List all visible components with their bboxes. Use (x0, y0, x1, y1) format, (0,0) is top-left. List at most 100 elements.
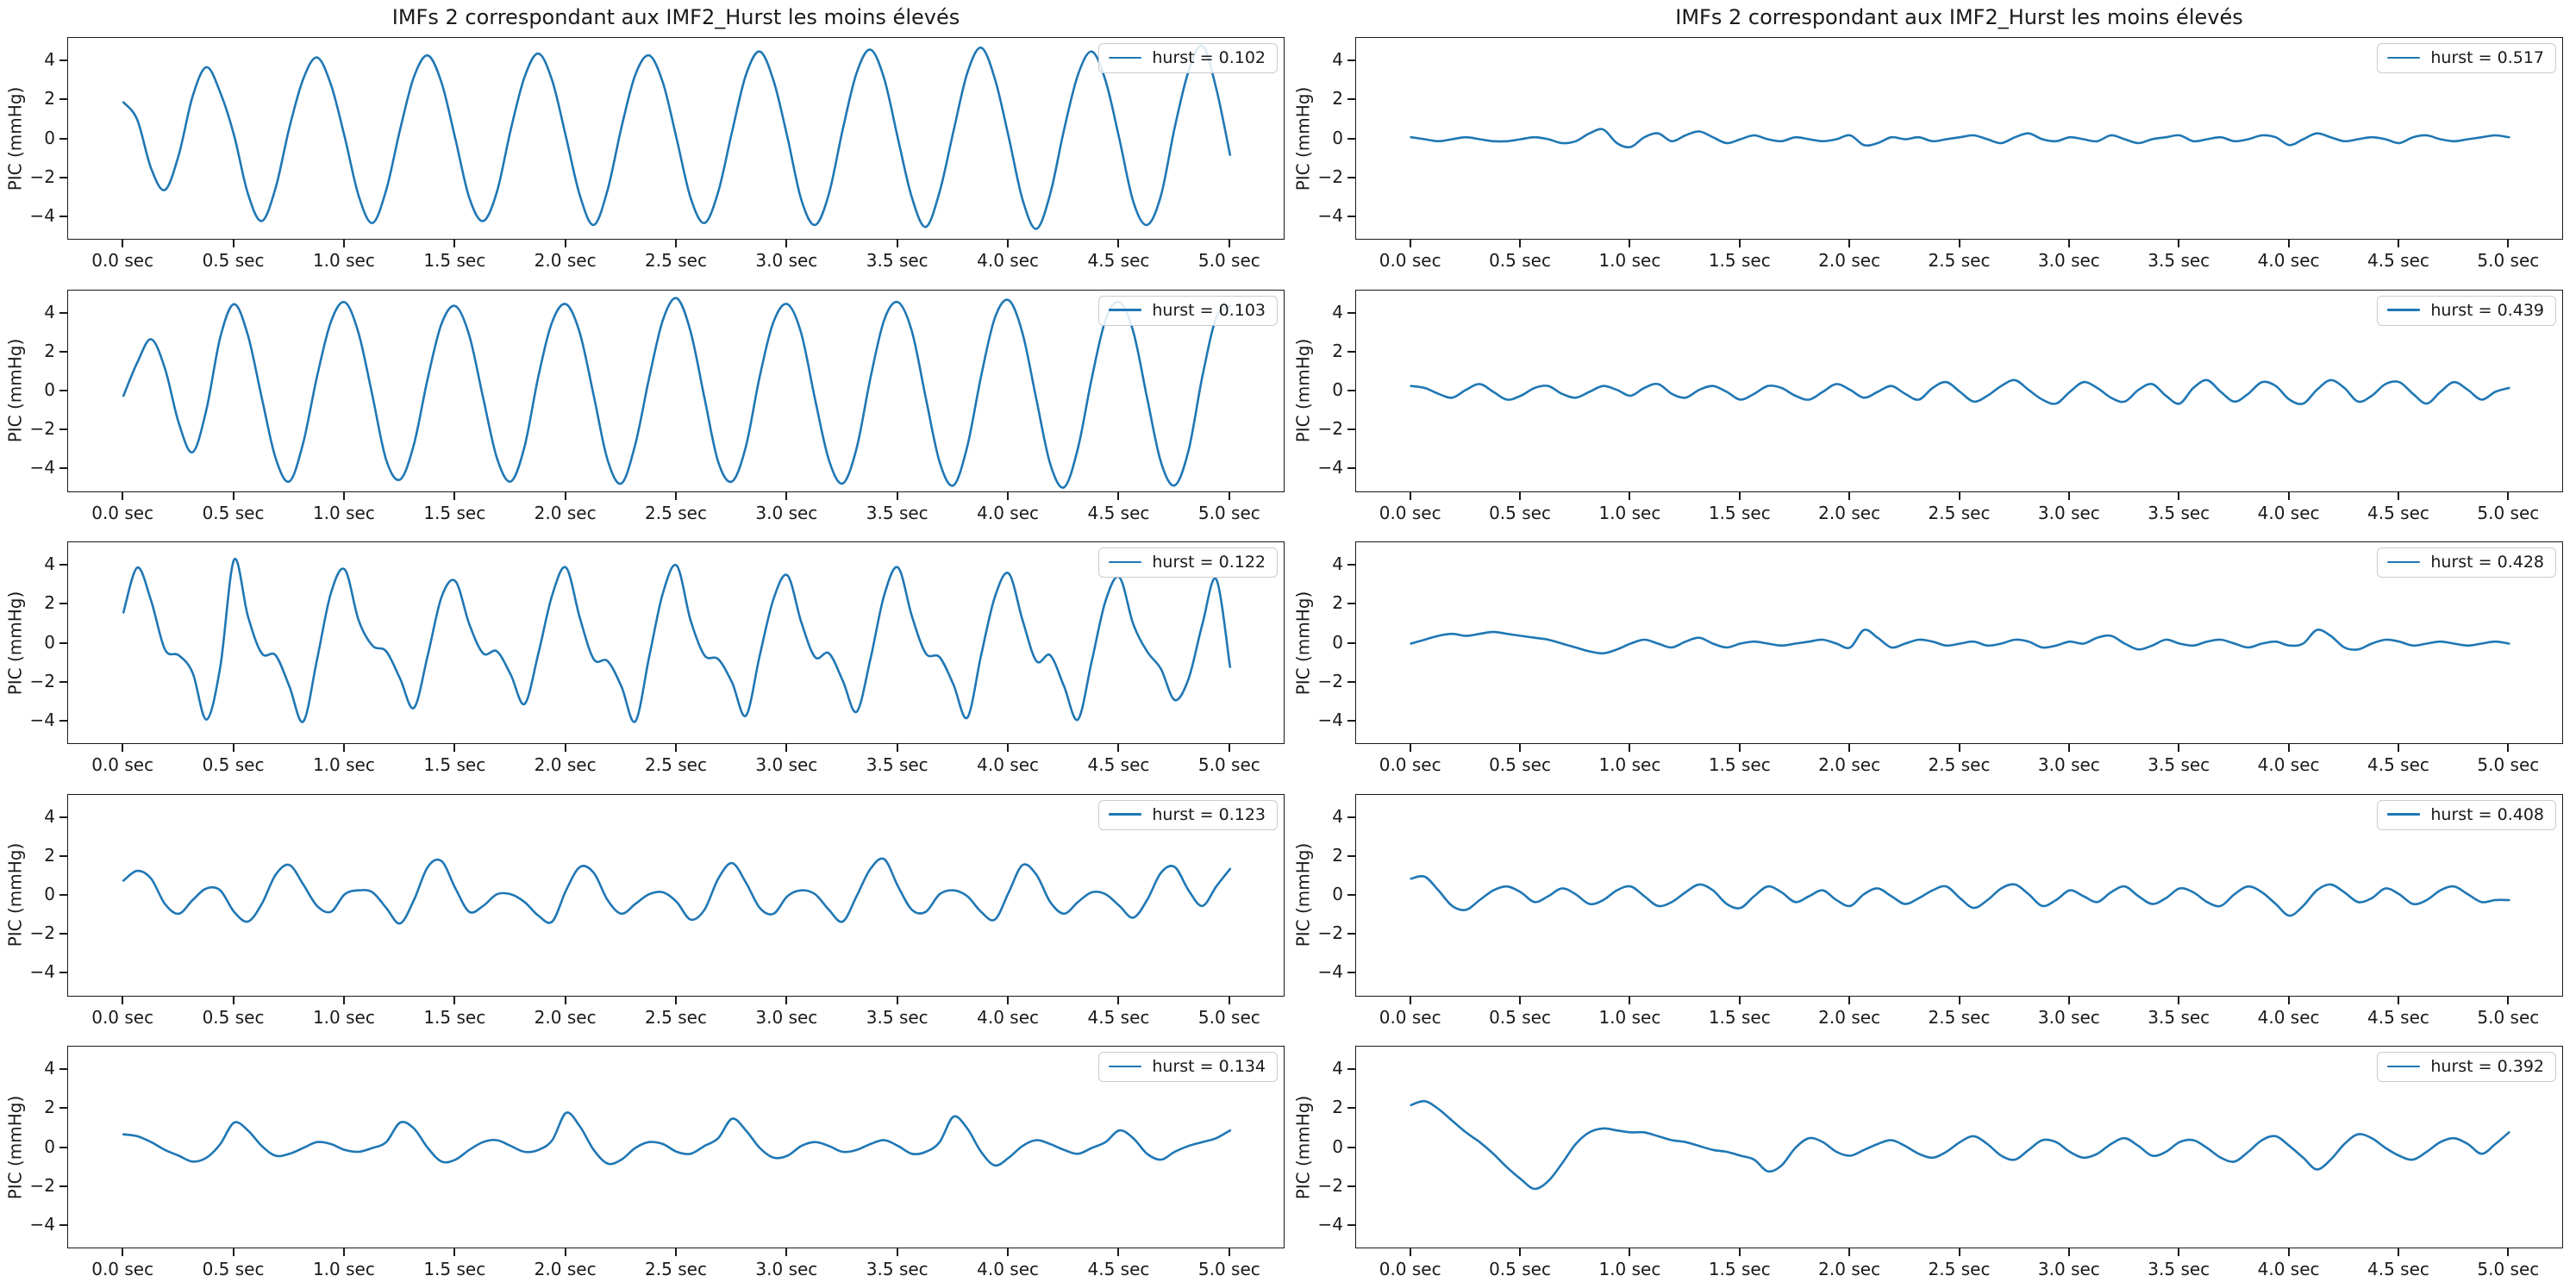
y-tick-label: −4 (29, 961, 55, 983)
x-tick-label: 2.0 sec (1818, 1259, 1881, 1279)
x-tick-mark (1007, 1248, 1010, 1256)
y-tick-mark (59, 350, 67, 353)
x-tick-mark (2287, 744, 2290, 752)
x-tick-mark (2067, 1248, 2070, 1256)
x-tick-mark (1958, 491, 1960, 500)
y-tick-mark (1347, 641, 1355, 644)
x-tick-mark (453, 491, 456, 500)
y-tick-label: −4 (1317, 204, 1343, 226)
x-tick-mark (785, 996, 788, 1004)
x-tick-mark (1117, 996, 1120, 1004)
x-tick-label: 3.0 sec (755, 754, 818, 775)
y-tick-label: −2 (1317, 1174, 1343, 1196)
plot-area: hurst = 0.123 (67, 793, 1285, 997)
x-tick-mark (2178, 1248, 2180, 1256)
y-tick-mark (59, 98, 67, 101)
y-tick-label: 2 (1332, 844, 1343, 866)
y-tick-label: −4 (1317, 457, 1343, 478)
x-tick-label: 1.0 sec (1598, 250, 1661, 271)
x-tick-label: 0.0 sec (91, 250, 154, 271)
x-tick-mark (1228, 1248, 1230, 1256)
y-tick-label: 0 (44, 1135, 55, 1157)
y-tick-label: −2 (29, 670, 55, 691)
x-tick-mark (2287, 996, 2290, 1004)
y-tick-mark (1347, 719, 1355, 722)
legend-line-sample (1109, 56, 1142, 59)
x-tick-label: 4.5 sec (1087, 1259, 1150, 1279)
y-tick-mark (1347, 59, 1355, 62)
subplot: PIC (mmHg) hurst = 0.439 0.0 sec 0.5 sec 1… (1292, 289, 2563, 523)
y-tick-mark (59, 972, 67, 974)
x-tick-mark (1007, 744, 1010, 752)
legend-line-sample (2387, 56, 2421, 59)
y-tick-mark (59, 59, 67, 62)
y-tick-label: 4 (44, 48, 55, 70)
y-tick-label: 4 (44, 553, 55, 574)
waveform-line (122, 44, 1232, 230)
x-tick-label: 4.0 sec (977, 250, 1040, 271)
x-tick-mark (122, 744, 124, 752)
legend-label: hurst = 0.408 (2430, 804, 2544, 824)
subplot: PIC (mmHg) hurst = 0.392 0.0 sec 0.5 sec 1… (1292, 1046, 2563, 1279)
y-tick-label: −4 (29, 204, 55, 226)
x-tick-mark (1738, 996, 1741, 1004)
x-tick-mark (2287, 1248, 2290, 1256)
x-tick-label: 4.5 sec (2367, 1259, 2429, 1279)
x-tick-mark (232, 491, 234, 500)
x-tick-label: 3.5 sec (866, 502, 928, 523)
y-tick-label: 2 (1332, 592, 1343, 614)
y-tick-mark (59, 390, 67, 391)
y-tick-mark (1347, 816, 1355, 818)
y-tick-label: −2 (29, 166, 55, 187)
x-tick-mark (1738, 240, 1741, 247)
x-tick-label: 5.0 sec (2477, 250, 2540, 271)
x-tick-mark (2507, 996, 2510, 1004)
x-tick-label: 1.5 sec (1708, 1006, 1771, 1028)
x-tick-label: 1.5 sec (1708, 502, 1771, 523)
legend: hurst = 0.439 (2377, 295, 2556, 326)
x-tick-label: 1.5 sec (423, 502, 486, 523)
x-tick-mark (2067, 240, 2070, 247)
x-tick-label: 2.0 sec (1818, 502, 1881, 523)
x-tick-label: 1.0 sec (1598, 502, 1661, 523)
x-tick-label: 0.0 sec (1379, 754, 1441, 775)
x-tick-mark (675, 240, 677, 247)
x-tick-label: 0.0 sec (1379, 250, 1441, 271)
y-tick-mark (59, 176, 67, 178)
y-tick-mark (1347, 1185, 1355, 1187)
y-tick-label: −2 (1317, 417, 1343, 439)
x-tick-label: 2.5 sec (1928, 250, 1991, 271)
waveform-line (122, 857, 1232, 924)
x-tick-mark (122, 491, 124, 500)
x-tick-mark (1629, 1248, 1631, 1256)
x-tick-label: 1.5 sec (423, 250, 486, 271)
x-tick-mark (1848, 1248, 1851, 1256)
y-tick-mark (1347, 176, 1355, 178)
x-tick-mark (1409, 240, 1411, 247)
x-tick-label: 2.0 sec (1818, 250, 1881, 271)
waveform-svg (122, 44, 1232, 230)
y-tick-mark (1347, 972, 1355, 974)
waveform-svg (122, 297, 1232, 489)
y-tick-mark (1347, 98, 1355, 101)
y-tick-label: −4 (1317, 1213, 1343, 1235)
y-tick-label: 4 (1332, 553, 1343, 574)
x-tick-mark (1228, 491, 1230, 500)
x-tick-label: 1.0 sec (312, 1006, 375, 1028)
y-tick-mark (1347, 311, 1355, 314)
x-tick-mark (1958, 240, 1960, 247)
x-tick-mark (1007, 491, 1010, 500)
x-tick-label: 3.0 sec (2037, 754, 2100, 775)
x-tick-mark (2178, 240, 2180, 247)
x-tick-label: 3.0 sec (2037, 1006, 2100, 1028)
x-tick-mark (2507, 491, 2510, 500)
x-tick-label: 3.5 sec (2148, 754, 2210, 775)
x-tick-label: 3.0 sec (2037, 502, 2100, 523)
waveform-svg (1410, 874, 2510, 916)
y-tick-mark (59, 680, 67, 683)
waveform-svg (1410, 378, 2510, 405)
y-tick-label: 2 (44, 88, 55, 109)
y-tick-mark (59, 1185, 67, 1187)
y-tick-mark (1347, 1107, 1355, 1110)
y-tick-mark (59, 719, 67, 722)
